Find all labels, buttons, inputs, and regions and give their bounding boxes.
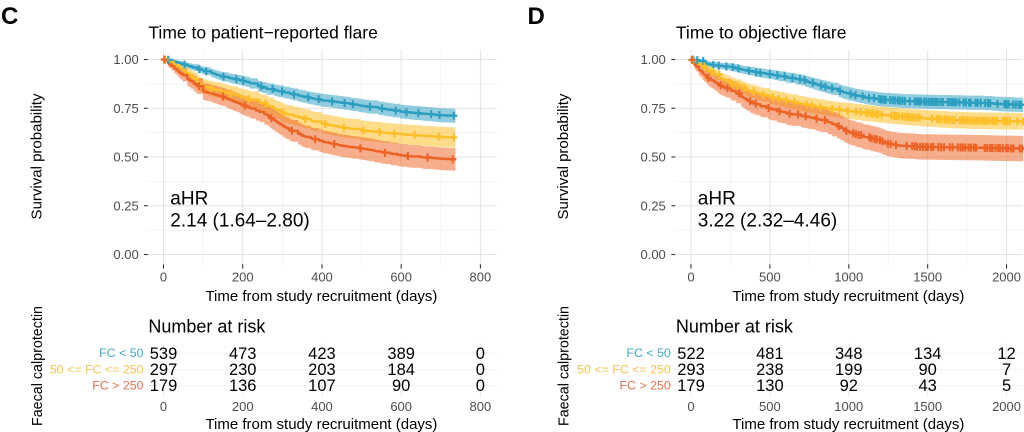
svg-text:1500: 1500 [913, 399, 942, 414]
svg-text:200: 200 [232, 399, 254, 414]
svg-text:43: 43 [918, 377, 936, 395]
svg-text:1000: 1000 [834, 270, 863, 285]
svg-text:FC > 250: FC > 250 [619, 379, 670, 393]
svg-text:Number at risk: Number at risk [148, 316, 266, 336]
svg-text:FC > 250: FC > 250 [92, 379, 143, 393]
svg-text:Survival probability: Survival probability [29, 93, 46, 219]
svg-text:Number at risk: Number at risk [676, 316, 794, 336]
svg-text:500: 500 [759, 399, 781, 414]
svg-text:2000: 2000 [992, 270, 1021, 285]
svg-text:230: 230 [229, 361, 257, 379]
svg-text:2.14 (1.64–2.80): 2.14 (1.64–2.80) [170, 210, 309, 231]
svg-text:481: 481 [756, 345, 784, 363]
svg-text:0: 0 [160, 399, 167, 414]
svg-text:1000: 1000 [834, 399, 863, 414]
svg-text:238: 238 [756, 361, 784, 379]
svg-text:1.00: 1.00 [640, 52, 665, 67]
svg-text:0: 0 [687, 399, 694, 414]
svg-text:50 <= FC <= 250: 50 <= FC <= 250 [50, 362, 144, 376]
svg-text:0.75: 0.75 [113, 101, 138, 116]
svg-text:348: 348 [835, 345, 863, 363]
svg-text:Time from study recruitment (d: Time from study recruitment (days) [732, 288, 964, 305]
svg-text:179: 179 [677, 377, 705, 395]
svg-text:aHR: aHR [170, 188, 208, 209]
svg-text:134: 134 [914, 345, 942, 363]
svg-text:Time to patient−reported flare: Time to patient−reported flare [148, 23, 377, 43]
svg-text:130: 130 [756, 377, 784, 395]
svg-text:600: 600 [390, 270, 412, 285]
svg-text:179: 179 [150, 377, 178, 395]
svg-text:0.50: 0.50 [640, 150, 665, 165]
svg-text:0: 0 [476, 377, 485, 395]
svg-text:389: 389 [387, 345, 415, 363]
svg-text:Faecal calprotectin: Faecal calprotectin [30, 306, 46, 426]
svg-text:800: 800 [470, 270, 492, 285]
svg-text:Time from study recruitment (d: Time from study recruitment (days) [205, 416, 437, 432]
svg-text:0.25: 0.25 [640, 198, 665, 213]
svg-text:0: 0 [160, 270, 167, 285]
svg-text:12: 12 [997, 345, 1015, 363]
svg-text:Time from study recruitment (d: Time from study recruitment (days) [732, 416, 964, 432]
svg-text:Time from study recruitment (d: Time from study recruitment (days) [205, 288, 437, 305]
svg-text:600: 600 [390, 399, 412, 414]
svg-text:Faecal calprotectin: Faecal calprotectin [557, 306, 573, 426]
svg-text:400: 400 [311, 270, 333, 285]
svg-text:aHR: aHR [698, 188, 736, 209]
svg-text:92: 92 [840, 377, 858, 395]
svg-text:522: 522 [677, 345, 705, 363]
svg-text:0.00: 0.00 [640, 247, 665, 262]
svg-text:C: C [1, 3, 18, 30]
svg-text:7: 7 [1002, 361, 1011, 379]
svg-text:90: 90 [392, 377, 410, 395]
svg-text:0: 0 [476, 345, 485, 363]
svg-text:1.00: 1.00 [113, 52, 138, 67]
svg-text:473: 473 [229, 345, 257, 363]
svg-text:3.22 (2.32–4.46): 3.22 (2.32–4.46) [698, 210, 837, 231]
svg-text:800: 800 [470, 399, 492, 414]
svg-text:Survival probability: Survival probability [555, 93, 572, 219]
svg-text:203: 203 [308, 361, 336, 379]
svg-text:FC < 50: FC < 50 [626, 346, 671, 360]
svg-text:200: 200 [232, 270, 254, 285]
svg-text:Time to objective flare: Time to objective flare [676, 23, 847, 43]
svg-text:FC < 50: FC < 50 [99, 346, 144, 360]
svg-text:0.00: 0.00 [113, 247, 138, 262]
svg-text:2000: 2000 [992, 399, 1021, 414]
svg-text:199: 199 [835, 361, 863, 379]
svg-text:0.75: 0.75 [640, 101, 665, 116]
svg-text:500: 500 [759, 270, 781, 285]
svg-text:90: 90 [918, 361, 936, 379]
svg-text:D: D [528, 3, 545, 30]
svg-text:293: 293 [677, 361, 705, 379]
svg-text:50 <= FC <= 250: 50 <= FC <= 250 [577, 362, 671, 376]
svg-text:107: 107 [308, 377, 336, 395]
svg-text:5: 5 [1002, 377, 1011, 395]
svg-text:423: 423 [308, 345, 336, 363]
svg-text:1500: 1500 [913, 270, 942, 285]
svg-text:539: 539 [150, 345, 178, 363]
svg-text:0.50: 0.50 [113, 150, 138, 165]
svg-text:0: 0 [687, 270, 694, 285]
svg-text:136: 136 [229, 377, 257, 395]
svg-text:0: 0 [476, 361, 485, 379]
svg-text:0.25: 0.25 [113, 198, 138, 213]
svg-text:184: 184 [387, 361, 415, 379]
svg-text:297: 297 [150, 361, 178, 379]
svg-text:400: 400 [311, 399, 333, 414]
